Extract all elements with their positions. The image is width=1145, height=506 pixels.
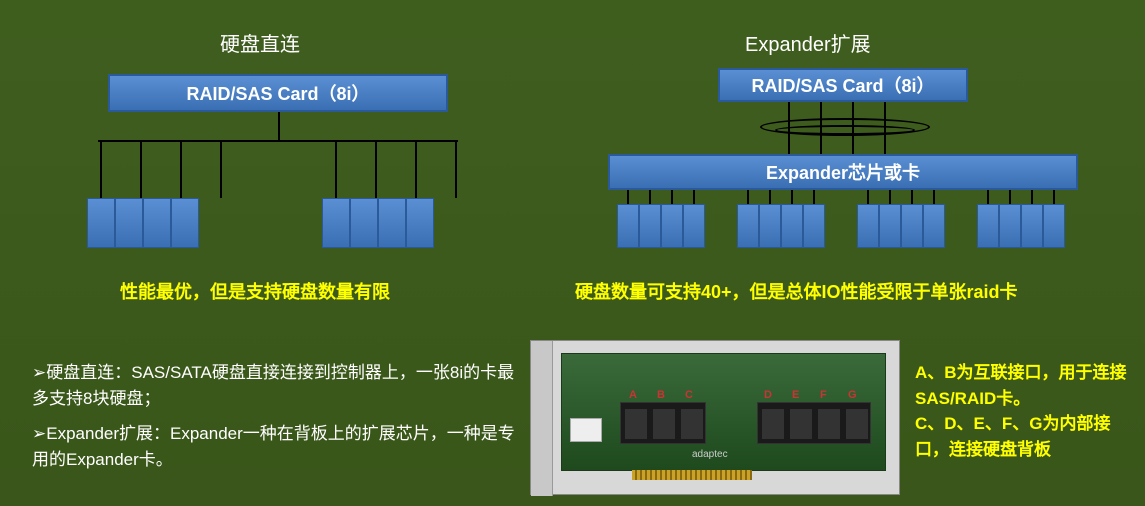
port-label: F <box>820 389 827 401</box>
connector-chip-defg: D E F G <box>757 402 871 444</box>
disk <box>378 198 406 248</box>
line <box>98 140 458 142</box>
line <box>1009 190 1011 204</box>
line <box>627 190 629 204</box>
line <box>889 190 891 204</box>
disk <box>879 204 901 248</box>
port-label: B <box>657 389 665 401</box>
line <box>693 190 695 204</box>
side-note: A、B为互联接口，用于连接SAS/RAID卡。 C、D、E、F、G为内部接口，连… <box>915 360 1135 462</box>
left-raid-card: RAID/SAS Card（8i） <box>108 74 448 112</box>
left-title: 硬盘直连 <box>220 28 300 57</box>
disk <box>923 204 945 248</box>
expander-box: Expander芯片或卡 <box>608 154 1078 190</box>
expander-card-photo: A B C D E F G adaptec <box>530 340 900 495</box>
disk <box>1043 204 1065 248</box>
port-label: E <box>792 389 799 401</box>
line <box>220 140 222 198</box>
connector-chip-abc: A B C <box>620 402 706 444</box>
small-chip <box>570 418 602 442</box>
line <box>335 140 337 198</box>
disk <box>143 198 171 248</box>
line <box>769 190 771 204</box>
right-caption: 硬盘数量可支持40+，但是总体IO性能受限于单张raid卡 <box>575 278 1018 304</box>
right-raid-card: RAID/SAS Card（8i） <box>718 68 968 102</box>
disk <box>639 204 661 248</box>
expander-label: Expander芯片或卡 <box>766 159 920 185</box>
disk <box>857 204 879 248</box>
left-caption: 性能最优，但是支持硬盘数量有限 <box>120 278 390 304</box>
port-label: A <box>629 389 637 401</box>
line <box>278 112 280 140</box>
port-label: G <box>848 389 857 401</box>
line <box>375 140 377 198</box>
line <box>140 140 142 198</box>
disk <box>115 198 143 248</box>
port-label: C <box>685 389 693 401</box>
line <box>987 190 989 204</box>
pcb-board: A B C D E F G adaptec <box>561 353 886 471</box>
bullet-item: ➢Expander扩展：Expander一种在背板上的扩展芯片，一种是专用的Ex… <box>32 421 522 472</box>
line <box>813 190 815 204</box>
disk <box>350 198 378 248</box>
bullet-item: ➢硬盘直连：SAS/SATA硬盘直接连接到控制器上，一张8i的卡最多支持8块硬盘… <box>32 360 522 411</box>
line <box>747 190 749 204</box>
disk <box>171 198 199 248</box>
line <box>671 190 673 204</box>
line <box>100 140 102 198</box>
line <box>415 140 417 198</box>
disk <box>406 198 434 248</box>
pci-bracket <box>531 341 553 496</box>
disk <box>322 198 350 248</box>
disk <box>999 204 1021 248</box>
disk <box>661 204 683 248</box>
line <box>867 190 869 204</box>
bullet-list: ➢硬盘直连：SAS/SATA硬盘直接连接到控制器上，一张8i的卡最多支持8块硬盘… <box>32 360 522 472</box>
disk <box>901 204 923 248</box>
right-card-label: RAID/SAS Card（8i） <box>751 72 934 98</box>
line <box>933 190 935 204</box>
pcie-edge <box>632 470 752 480</box>
disk <box>1021 204 1043 248</box>
side-note-line: C、D、E、F、G为内部接口，连接硬盘背板 <box>915 411 1135 462</box>
line <box>1053 190 1055 204</box>
line <box>649 190 651 204</box>
disk <box>803 204 825 248</box>
line <box>1031 190 1033 204</box>
left-card-label: RAID/SAS Card（8i） <box>186 80 369 106</box>
line <box>455 140 457 198</box>
side-note-line: A、B为互联接口，用于连接SAS/RAID卡。 <box>915 360 1135 411</box>
disk <box>781 204 803 248</box>
disk <box>737 204 759 248</box>
right-title: Expander扩展 <box>745 28 871 57</box>
bundle-ellipse <box>775 125 915 135</box>
line <box>180 140 182 198</box>
line <box>911 190 913 204</box>
brand-text: adaptec <box>692 449 728 460</box>
port-label: D <box>764 389 772 401</box>
disk <box>617 204 639 248</box>
disk <box>683 204 705 248</box>
line <box>791 190 793 204</box>
disk <box>759 204 781 248</box>
disk <box>977 204 999 248</box>
disk <box>87 198 115 248</box>
